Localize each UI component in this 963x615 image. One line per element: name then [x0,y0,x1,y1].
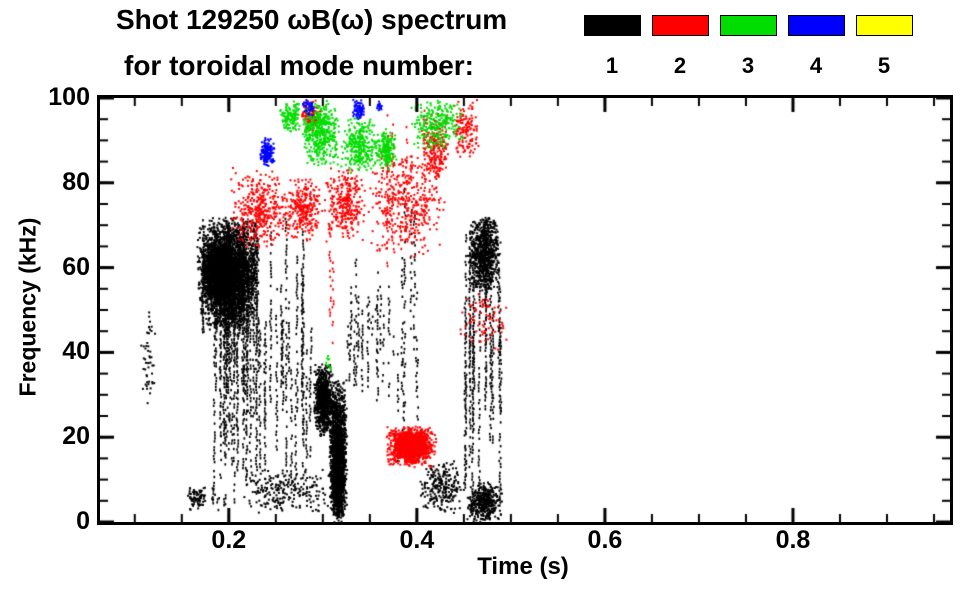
legend-label-5: 5 [877,53,891,78]
x-axis-title: Time (s) [477,553,569,580]
legend-swatch-5 [856,15,913,36]
legend-label-1: 1 [605,53,619,78]
legend-swatch-3 [720,15,777,36]
x-tick-label-0.2: 0.2 [211,526,247,554]
legend-swatch-4 [788,15,845,36]
x-tick-label-0.4: 0.4 [399,526,435,554]
y-tick-label-20: 20 [62,422,90,451]
legend-swatch-1 [584,15,641,36]
plot-area [97,95,953,525]
y-tick-label-60: 60 [62,252,90,281]
y-tick-label-40: 40 [62,337,90,366]
y-tick-label-0: 0 [76,507,90,535]
x-tick-label-0.8: 0.8 [775,526,811,554]
x-tick-label-0.6: 0.6 [587,526,623,554]
legend-label-2: 2 [673,53,687,78]
spectrogram-canvas [100,98,950,522]
y-tick-label-100: 100 [48,83,90,111]
y-axis-title: Frequency (kHz) [14,217,41,397]
y-tick-label-80: 80 [62,167,90,196]
legend-swatch-2 [652,15,709,36]
chart-title: Shot 129250 ωB(ω) spectrum [116,4,508,35]
legend-label-4: 4 [809,53,823,78]
chart-subtitle: for toroidal mode number: [124,50,474,81]
legend-label-3: 3 [741,53,755,78]
